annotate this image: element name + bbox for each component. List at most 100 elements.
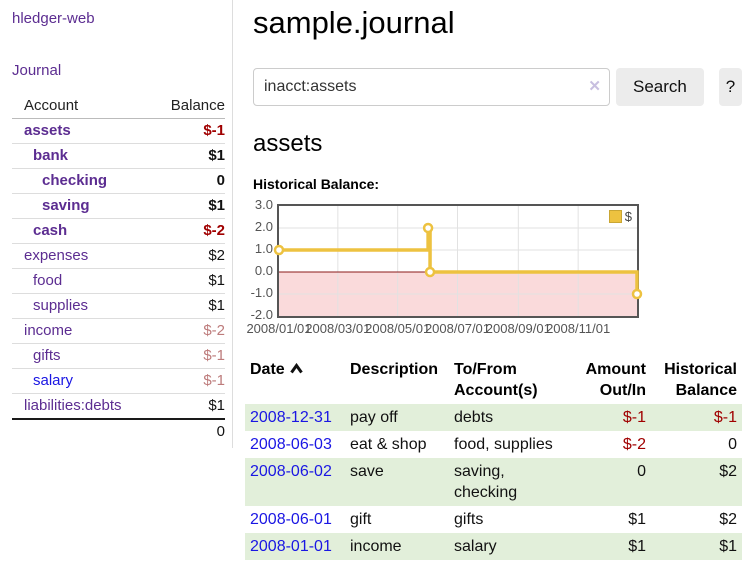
- sidebar-account-row: liabilities:debts $1: [12, 393, 225, 420]
- accounts-cell: saving, checking: [454, 463, 518, 501]
- y-axis-tick-label: -1.0: [250, 285, 273, 300]
- sidebar-account-link-saving[interactable]: saving: [42, 197, 90, 214]
- sidebar-account-link-liabilities-debts[interactable]: liabilities:debts: [24, 397, 122, 414]
- x-axis-tick-label: 2008/01/01: [246, 321, 312, 336]
- register-row: 2008-06-03 eat & shop food, supplies $-2 0: [245, 431, 742, 458]
- account-name-cell: liabilities:debts: [12, 393, 152, 420]
- accounts-table-header-row: Account Balance: [12, 94, 225, 119]
- x-axis-tick-label: 2008/05/01: [365, 321, 431, 336]
- balance-cell: $2: [719, 463, 737, 480]
- transaction-date-link[interactable]: 2008-12-31: [250, 409, 332, 426]
- description-cell: gift: [350, 511, 372, 528]
- date-column-header[interactable]: Date: [245, 356, 345, 404]
- sort-ascending-icon: [289, 362, 303, 374]
- account-balance: $2: [152, 243, 225, 269]
- description-cell: save: [350, 463, 384, 480]
- transaction-date-link[interactable]: 2008-01-01: [250, 538, 332, 555]
- account-name-cell: bank: [12, 143, 152, 169]
- sidebar-account-link-expenses[interactable]: expenses: [24, 247, 89, 264]
- accounts-cell: gifts: [454, 511, 484, 528]
- account-balance: $-2: [152, 318, 225, 344]
- accounts-total-row: 0: [12, 418, 225, 444]
- main-content: sample.journal ✕ Search ? assets Histori…: [241, 0, 742, 560]
- register-header-row: Date Description To/From Account(s) Amou…: [245, 356, 742, 404]
- page-title: sample.journal: [253, 5, 455, 40]
- balance-step-line-chart: [273, 206, 643, 316]
- y-axis-tick-label: 1.0: [254, 241, 273, 256]
- sidebar-account-row: bank $1: [12, 143, 225, 169]
- account-balance: $-1: [152, 368, 225, 394]
- register-row: 2008-12-31 pay off debts $-1 $-1: [245, 404, 742, 431]
- help-button[interactable]: ?: [718, 68, 742, 106]
- sidebar-account-link-bank[interactable]: bank: [33, 147, 69, 164]
- account-name-cell: food: [12, 268, 152, 294]
- spacer: [12, 418, 152, 444]
- sidebar-account-link-assets[interactable]: assets: [24, 122, 71, 139]
- account-name-cell: saving: [12, 193, 152, 219]
- sidebar-account-row: gifts $-1: [12, 343, 225, 369]
- sidebar-account-link-food[interactable]: food: [33, 272, 63, 289]
- sidebar-account-link-income[interactable]: income: [24, 322, 73, 339]
- chart-plot-area[interactable]: $: [273, 204, 643, 318]
- y-axis-tick-label: 3.0: [254, 197, 273, 212]
- x-axis-tick-label: 2008/07/01: [424, 321, 491, 336]
- sidebar-account-link-cash[interactable]: cash: [33, 222, 68, 239]
- date-cell: 2008-06-02: [245, 458, 345, 506]
- transaction-date-link[interactable]: 2008-06-01: [250, 511, 332, 528]
- sidebar-account-row: cash $-2: [12, 218, 225, 244]
- sidebar-account-link-checking[interactable]: checking: [42, 172, 108, 189]
- account-balance: $-1: [152, 343, 225, 369]
- account-balance: $1: [152, 293, 225, 319]
- transaction-date-link[interactable]: 2008-06-02: [250, 463, 332, 480]
- y-axis-tick-label: 2.0: [254, 219, 273, 234]
- account-name-cell: expenses: [12, 243, 152, 269]
- account-balance: $1: [152, 268, 225, 294]
- accounts-cell: debts: [454, 409, 494, 426]
- balance-cell: $1: [719, 538, 737, 555]
- date-cell: 2008-01-01: [245, 533, 345, 560]
- tofrom-column-header: To/From Account(s): [454, 361, 538, 399]
- account-balance: 0: [152, 168, 225, 194]
- account-name-cell: income: [12, 318, 152, 344]
- legend-swatch-icon: [608, 210, 622, 223]
- account-heading: assets: [253, 130, 323, 157]
- sidebar-account-row: expenses $2: [12, 243, 225, 269]
- accounts-table: Account Balance assets $-1 bank $1 checking 0…: [12, 94, 225, 444]
- description-cell: eat & shop: [350, 436, 427, 453]
- sidebar-item-journal[interactable]: Journal: [12, 62, 62, 79]
- description-cell: pay off: [350, 409, 398, 426]
- search-form: ✕ Search ?: [253, 68, 742, 106]
- search-input[interactable]: [253, 68, 610, 106]
- sidebar: hledger-web Journal Account Balance asse…: [0, 0, 233, 448]
- balance-cell: 0: [728, 436, 737, 453]
- account-balance: $-2: [152, 218, 225, 244]
- app-title-link[interactable]: hledger-web: [12, 10, 95, 27]
- account-column-header: Account: [12, 94, 152, 119]
- clear-search-icon[interactable]: ✕: [588, 78, 601, 95]
- balance-cell: $-1: [713, 409, 737, 426]
- y-axis-tick-label: 0.0: [254, 263, 273, 278]
- chart-x-axis: 2008/01/01 2008/03/01 2008/05/01 2008/07/01…: [241, 321, 742, 337]
- description-column-header: Description: [350, 361, 439, 378]
- sidebar-account-row: salary $-1: [12, 368, 225, 394]
- account-balance: $1: [152, 143, 225, 169]
- account-balance: $1: [152, 393, 225, 420]
- balance-column-header: Balance: [152, 94, 225, 119]
- chart-legend: $: [606, 208, 634, 225]
- date-cell: 2008-06-01: [245, 506, 345, 533]
- account-name-cell: cash: [12, 218, 152, 244]
- amount-cell: $1: [628, 538, 646, 555]
- transaction-date-link[interactable]: 2008-06-03: [250, 436, 332, 453]
- sidebar-account-link-gifts[interactable]: gifts: [33, 347, 61, 364]
- register-row: 2008-01-01 income salary $1 $1: [245, 533, 742, 560]
- sidebar-account-link-salary[interactable]: salary: [33, 372, 74, 389]
- sidebar-account-link-supplies[interactable]: supplies: [33, 297, 89, 314]
- amount-cell: $-2: [622, 436, 646, 453]
- account-name-cell: assets: [12, 118, 152, 144]
- search-button[interactable]: Search: [616, 68, 704, 106]
- amount-column-header: Amount Out/In: [585, 361, 646, 399]
- account-name-cell: checking: [12, 168, 152, 194]
- register-table: Date Description To/From Account(s) Amou…: [245, 356, 742, 560]
- amount-cell: 0: [637, 463, 646, 480]
- date-cell: 2008-06-03: [245, 431, 345, 458]
